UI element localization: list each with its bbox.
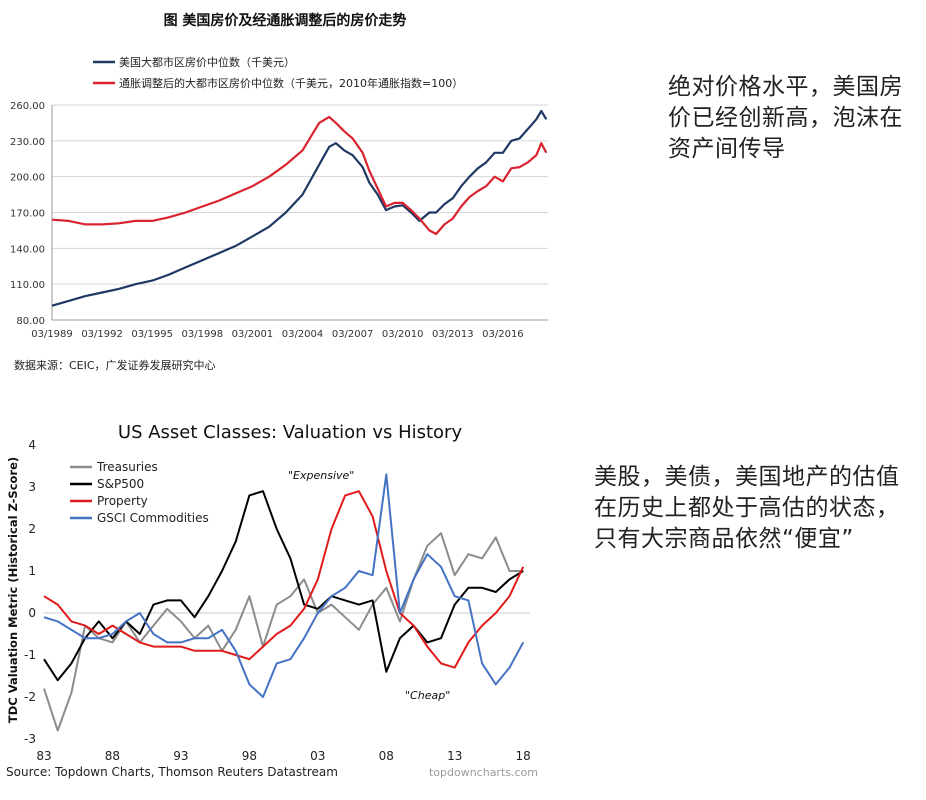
chart2-y-tick: 2 [28,522,36,536]
chart1-x-tick: 03/2007 [332,329,374,340]
chart2-series-lines [43,473,525,732]
legend-label-median-price: 美国大都市区房价中位数（千美元） [119,55,295,69]
legend-label-gsci: GSCI Commodities [97,511,209,525]
chart2-x-tick: 18 [516,749,531,763]
annotation-expensive: "Expensive" [288,469,354,482]
note-valuation-comment: 美股，美债，美国地产的估值在历史上都处于高估的状态，只有大宗商品依然“便宜” [594,464,900,552]
chart1-y-tick: 230.00 [10,137,45,148]
chart1-x-tick: 03/2004 [282,329,324,340]
chart1-y-tick: 140.00 [10,244,45,255]
chart2-y-tick: 0 [28,606,36,620]
chart2-x-tick: 83 [36,749,51,763]
chart1-title: 图 美国房价及经通胀调整后的房价走势 [164,12,407,29]
chart2-watermark: topdowncharts.com [429,766,538,779]
chart1-series-lines [51,109,548,307]
chart1-x-tick: 03/1998 [182,329,224,340]
chart1-y-tick: 110.00 [10,280,45,291]
chart1-y-tick: 80.00 [16,316,45,327]
chart1-series-line-median-price [51,109,548,307]
legend-label-sp500: S&P500 [97,477,144,491]
chart1-x-tick-labels: 03/1989 03/1992 03/1995 03/1998 03/2001 03/20… [31,329,523,340]
annotation-cheap: "Cheap" [405,689,450,702]
chart1-y-tick: 200.00 [10,173,45,184]
chart2-x-tick: 08 [379,749,394,763]
chart2-y-tick: -3 [24,732,36,746]
chart1-y-tick: 260.00 [10,101,45,112]
chart2-legend: Treasuries S&P500 Property GSCI Commodit… [70,460,209,525]
chart2-y-tick: -2 [24,690,36,704]
chart2-y-tick: 4 [28,438,36,452]
chart1-y-tick: 170.00 [10,209,45,220]
legend-label-adjusted-price: 通胀调整后的大都市区房价中位数（千美元，2010年通胀指数=100） [119,76,463,90]
chart2-x-tick: 88 [105,749,120,763]
chart2-x-tick: 93 [173,749,188,763]
chart2-x-tick: 13 [447,749,462,763]
chart1-x-tick: 03/2016 [482,329,524,340]
legend-label-property: Property [97,494,148,508]
chart1-x-tick: 03/2001 [232,329,274,340]
chart1-legend: 美国大都市区房价中位数（千美元） 通胀调整后的大都市区房价中位数（千美元，201… [93,55,463,90]
chart2-y-tick: 3 [28,480,36,494]
chart2-series-line-gsci-commodities [43,473,525,698]
chart2-y-tick: 1 [28,564,36,578]
note-house-price-comment: 绝对价格水平，美国房价已经创新高，泡沫在资产间传导 [668,74,903,162]
legend-label-treasuries: Treasuries [96,460,158,474]
chart2-title: US Asset Classes: Valuation vs History [118,422,463,443]
chart2-x-tick: 03 [310,749,325,763]
chart1-x-tick: 03/1995 [131,329,173,340]
chart1-x-tick: 03/1989 [31,329,73,340]
house-price-chart: 图 美国房价及经通胀调整后的房价走势 美国大都市区房价中位数（千美元） 通胀调整… [10,12,548,372]
chart2-y-tick: -1 [24,648,36,662]
chart1-series-line-adjusted-price [51,115,548,236]
chart2-y-tick-labels: 4 3 2 1 0 -1 -2 -3 [24,438,36,746]
chart1-gridlines [51,104,548,321]
chart1-x-tick: 03/2010 [382,329,424,340]
chart2-y-axis-label: TDC Valuation Metric (Historical Z-Score… [6,457,20,723]
chart2-x-tick: 98 [242,749,257,763]
chart1-x-tick: 03/2013 [432,329,474,340]
asset-valuation-chart: US Asset Classes: Valuation vs History T… [6,422,538,779]
chart2-x-tick-labels: 83 88 93 98 03 08 13 18 [36,749,530,763]
chart2-series-line-property [43,490,525,669]
chart2-source: Source: Topdown Charts, Thomson Reuters … [6,765,338,779]
chart1-y-tick-labels: 260.00 230.00 200.00 170.00 140.00 110.00 80.0… [10,101,45,327]
chart1-x-tick: 03/1992 [81,329,123,340]
chart1-source: 数据来源：CEIC，广发证券发展研究中心 [14,358,216,372]
